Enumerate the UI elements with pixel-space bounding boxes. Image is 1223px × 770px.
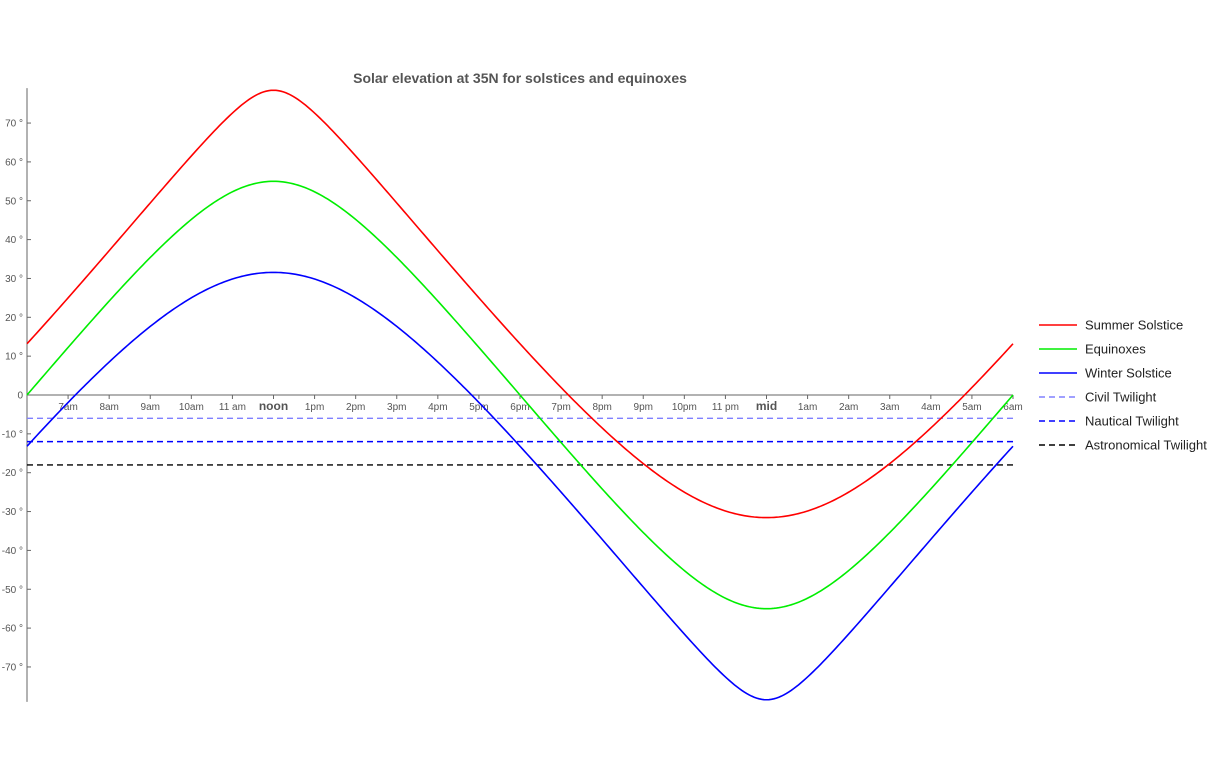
axes: 70 ° 60 ° 50 ° 40 ° 30 ° 20 ° 10 ° 0 -10 ° -20 ° -… bbox=[2, 88, 1023, 702]
legend: Summer Solstice Equinoxes Winter Solstice C… bbox=[1039, 318, 1207, 453]
legend-label-summer-solstice: Summer Solstice bbox=[1085, 318, 1183, 333]
x-tick-label: mid bbox=[756, 399, 777, 413]
y-tick-label: -60 ° bbox=[2, 624, 23, 635]
x-tick-label: 5pm bbox=[469, 402, 488, 413]
x-tick-label: 3pm bbox=[387, 402, 406, 413]
y-tick-label: -40 ° bbox=[2, 546, 23, 557]
y-tick-label: 20 ° bbox=[5, 313, 23, 324]
y-tick-label: 40 ° bbox=[5, 235, 23, 246]
x-tick-label: 9pm bbox=[634, 402, 653, 413]
x-tick-label: 6am bbox=[1003, 402, 1022, 413]
y-tick-label: 50 ° bbox=[5, 196, 23, 207]
twilight-threshold-lines bbox=[27, 417, 1013, 466]
legend-label-civil-twilight: Civil Twilight bbox=[1085, 390, 1157, 405]
y-tick-label: -50 ° bbox=[2, 585, 23, 596]
x-tick-label: 2pm bbox=[346, 402, 365, 413]
series-curves bbox=[26, 89, 1014, 701]
y-tick-label: -70 ° bbox=[2, 662, 23, 673]
y-tick-label: 60 ° bbox=[5, 157, 23, 168]
x-tick-label: 11 pm bbox=[712, 402, 739, 413]
x-tick-label: 1pm bbox=[305, 402, 324, 413]
x-tick-label: 7pm bbox=[551, 402, 570, 413]
x-tick-label: 2am bbox=[839, 402, 858, 413]
y-tick-label: -30 ° bbox=[2, 507, 23, 518]
chart-title: Solar elevation at 35N for solstices and… bbox=[353, 70, 687, 86]
y-tick-label: 0 bbox=[17, 391, 23, 402]
x-tick-label: 10pm bbox=[672, 402, 697, 413]
x-tick-label: noon bbox=[259, 399, 288, 413]
x-tick-label: 8pm bbox=[592, 402, 611, 413]
x-tick-label: 1am bbox=[798, 402, 817, 413]
legend-label-equinoxes: Equinoxes bbox=[1085, 342, 1146, 357]
x-tick-label: 3am bbox=[880, 402, 899, 413]
y-tick-label: 30 ° bbox=[5, 274, 23, 285]
y-tick-label: 10 ° bbox=[5, 352, 23, 363]
x-tick-label: 9am bbox=[141, 402, 160, 413]
x-tick-label: 4am bbox=[921, 402, 940, 413]
legend-label-winter-solstice: Winter Solstice bbox=[1085, 366, 1172, 381]
legend-label-astronomical-twilight: Astronomical Twilight bbox=[1085, 438, 1207, 453]
series-line-summer-solstice bbox=[26, 89, 1014, 519]
y-tick-label: -20 ° bbox=[2, 468, 23, 479]
x-tick-label: 8am bbox=[99, 402, 118, 413]
legend-label-nautical-twilight: Nautical Twilight bbox=[1085, 414, 1179, 429]
y-tick-label: -10 ° bbox=[2, 429, 23, 440]
series-line-winter-solstice bbox=[26, 271, 1014, 701]
y-tick-label: 70 ° bbox=[5, 119, 23, 130]
x-tick-label: 10am bbox=[179, 402, 204, 413]
x-tick-label: 4pm bbox=[428, 402, 447, 413]
series-line-equinoxes bbox=[26, 180, 1014, 610]
x-tick-label: 6pm bbox=[510, 402, 529, 413]
x-tick-label: 7am bbox=[58, 402, 77, 413]
x-tick-label: 5am bbox=[962, 402, 981, 413]
x-tick-label: 11 am bbox=[219, 402, 246, 413]
